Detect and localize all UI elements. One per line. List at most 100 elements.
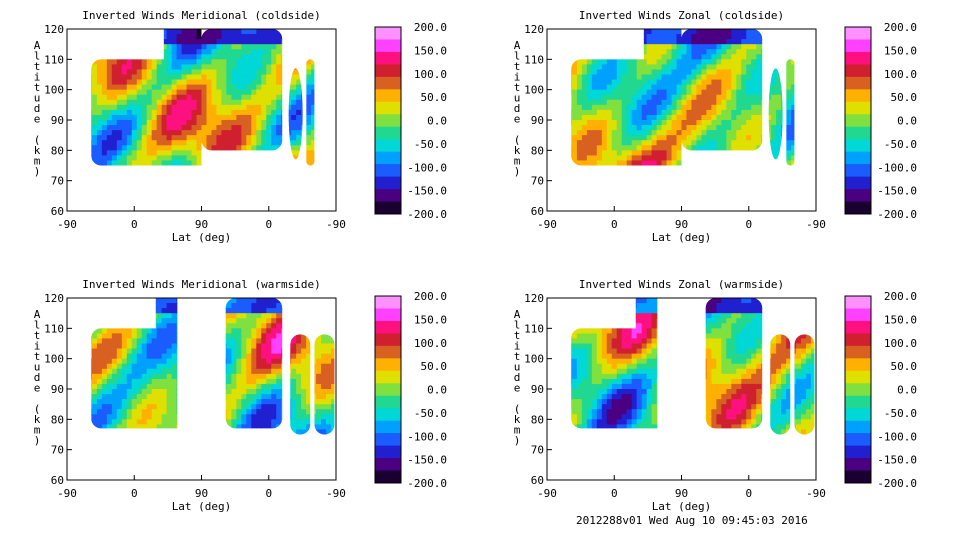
colorbar-swatch bbox=[375, 433, 401, 447]
colorbar-swatch bbox=[845, 101, 871, 115]
footer-timestamp: 2012288v01 Wed Aug 10 09:45:03 2016 bbox=[576, 514, 808, 527]
colorbar-tick-label: -50.0 bbox=[884, 138, 917, 151]
colorbar-swatch bbox=[375, 89, 401, 103]
y-tick-label: 120 bbox=[524, 292, 544, 305]
colorbar-tick-label: -100.0 bbox=[877, 161, 917, 174]
colorbar-swatch bbox=[845, 420, 871, 434]
colorbar-swatch bbox=[375, 64, 401, 78]
colorbar-swatch bbox=[845, 64, 871, 78]
colorbar-tick-label: -100.0 bbox=[407, 430, 447, 443]
colorbar-swatch bbox=[845, 176, 871, 190]
y-tick-label: 100 bbox=[44, 353, 64, 366]
colorbar: 200.0 150.0 100.0 50.0 0.0 -50.0 -100.0 -150.0 -… bbox=[374, 290, 448, 490]
x-tick-label: 90 bbox=[195, 487, 208, 500]
colorbar-swatch bbox=[845, 76, 871, 90]
x-axis-label: Lat (deg) bbox=[172, 231, 232, 244]
y-tick-label: 90 bbox=[531, 383, 544, 396]
y-tick-label: 70 bbox=[531, 444, 544, 457]
colorbar-tick-label: 200.0 bbox=[884, 290, 917, 303]
colorbar-tick-label: 100.0 bbox=[414, 68, 447, 81]
colorbar-tick-label: -200.0 bbox=[877, 208, 917, 221]
colorbar-frame bbox=[374, 295, 402, 484]
x-tick-label: 0 bbox=[265, 487, 272, 500]
colorbar-tick-label: -50.0 bbox=[414, 138, 447, 151]
y-tick-label: 70 bbox=[51, 175, 64, 188]
colorbar-swatch bbox=[845, 445, 871, 459]
chart-title: Inverted Winds Zonal (coldside) bbox=[579, 9, 784, 22]
colorbar-tick-label: 200.0 bbox=[414, 21, 447, 34]
colorbar-swatch bbox=[375, 395, 401, 409]
colorbar-tick-label: 50.0 bbox=[421, 360, 448, 373]
colorbar-swatch bbox=[375, 201, 401, 215]
chart-title: Inverted Winds Meridional (warmside) bbox=[82, 278, 320, 291]
chart-title: Inverted Winds Meridional (coldside) bbox=[82, 9, 320, 22]
x-axis-label: Lat (deg) bbox=[172, 500, 232, 513]
x-tick-label: -90 bbox=[537, 218, 557, 231]
colorbar-tick-label: -200.0 bbox=[407, 208, 447, 221]
x-tick-label: -90 bbox=[806, 218, 826, 231]
colorbar-swatch bbox=[375, 458, 401, 472]
colorbar-tick-label: -150.0 bbox=[877, 185, 917, 198]
colorbar-swatch bbox=[845, 320, 871, 334]
data-field bbox=[571, 298, 815, 435]
y-tick-label: 80 bbox=[531, 144, 544, 157]
y-tick-label: 110 bbox=[524, 322, 544, 335]
colorbar-swatch bbox=[375, 470, 401, 484]
colorbar-tick-label: 0.0 bbox=[897, 115, 917, 128]
colorbar-swatch bbox=[845, 358, 871, 372]
y-tick-label: 90 bbox=[531, 114, 544, 127]
colorbar-swatch bbox=[375, 27, 401, 40]
colorbar-swatch bbox=[845, 126, 871, 140]
colorbar: 200.0 150.0 100.0 50.0 0.0 -50.0 -100.0 -150.0 -… bbox=[844, 21, 917, 221]
y-tick-label: 80 bbox=[531, 413, 544, 426]
colorbar: 200.0 150.0 100.0 50.0 0.0 -50.0 -100.0 -150.0 -… bbox=[844, 290, 918, 490]
data-field bbox=[91, 298, 335, 435]
colorbar-tick-label: 50.0 bbox=[891, 360, 918, 373]
colorbar-swatch bbox=[375, 114, 401, 128]
y-tick-label: 100 bbox=[44, 84, 64, 97]
x-tick-label: 0 bbox=[611, 487, 618, 500]
colorbar-swatch bbox=[845, 308, 871, 322]
colorbar-swatch bbox=[375, 308, 401, 322]
y-tick-label: 120 bbox=[44, 292, 64, 305]
colorbar-swatch bbox=[845, 151, 871, 165]
colorbar-swatch bbox=[845, 27, 871, 40]
colorbar-tick-label: -100.0 bbox=[877, 430, 917, 443]
colorbar-swatch bbox=[375, 358, 401, 372]
colorbar-swatch bbox=[375, 101, 401, 115]
colorbar-swatch bbox=[845, 458, 871, 472]
data-field bbox=[91, 29, 315, 166]
colorbar-tick-label: 200.0 bbox=[414, 290, 447, 303]
colorbar-swatch bbox=[375, 408, 401, 422]
colorbar-swatch bbox=[845, 189, 871, 203]
colorbar-tick-label: 150.0 bbox=[414, 44, 447, 57]
x-tick-label: -90 bbox=[57, 218, 77, 231]
colorbar-swatch bbox=[375, 383, 401, 397]
y-tick-label: 120 bbox=[524, 23, 544, 36]
y-tick-label: 70 bbox=[531, 175, 544, 188]
x-axis-label: Lat (deg) bbox=[652, 500, 712, 513]
colorbar-tick-label: 0.0 bbox=[427, 384, 447, 397]
colorbar-tick-label: 150.0 bbox=[884, 313, 917, 326]
colorbar-tick-label: -150.0 bbox=[407, 185, 447, 198]
x-tick-label: 0 bbox=[131, 218, 138, 231]
x-tick-label: 0 bbox=[745, 218, 752, 231]
colorbar-swatch bbox=[375, 189, 401, 203]
x-axis-label: Lat (deg) bbox=[652, 231, 712, 244]
colorbar-frame bbox=[844, 26, 872, 215]
x-tick-label: -90 bbox=[326, 218, 346, 231]
colorbar-tick-label: 200.0 bbox=[884, 21, 917, 34]
y-tick-label: 110 bbox=[524, 53, 544, 66]
y-tick-label: 100 bbox=[524, 353, 544, 366]
colorbar-swatch bbox=[375, 333, 401, 347]
x-tick-label: -90 bbox=[326, 487, 346, 500]
colorbar-tick-label: 150.0 bbox=[414, 313, 447, 326]
y-tick-label: 70 bbox=[51, 444, 64, 457]
y-tick-label: 90 bbox=[51, 383, 64, 396]
colorbar-swatch bbox=[375, 126, 401, 140]
colorbar-swatch bbox=[845, 470, 871, 484]
colorbar-swatch bbox=[845, 333, 871, 347]
colorbar-tick-label: 0.0 bbox=[897, 384, 917, 397]
